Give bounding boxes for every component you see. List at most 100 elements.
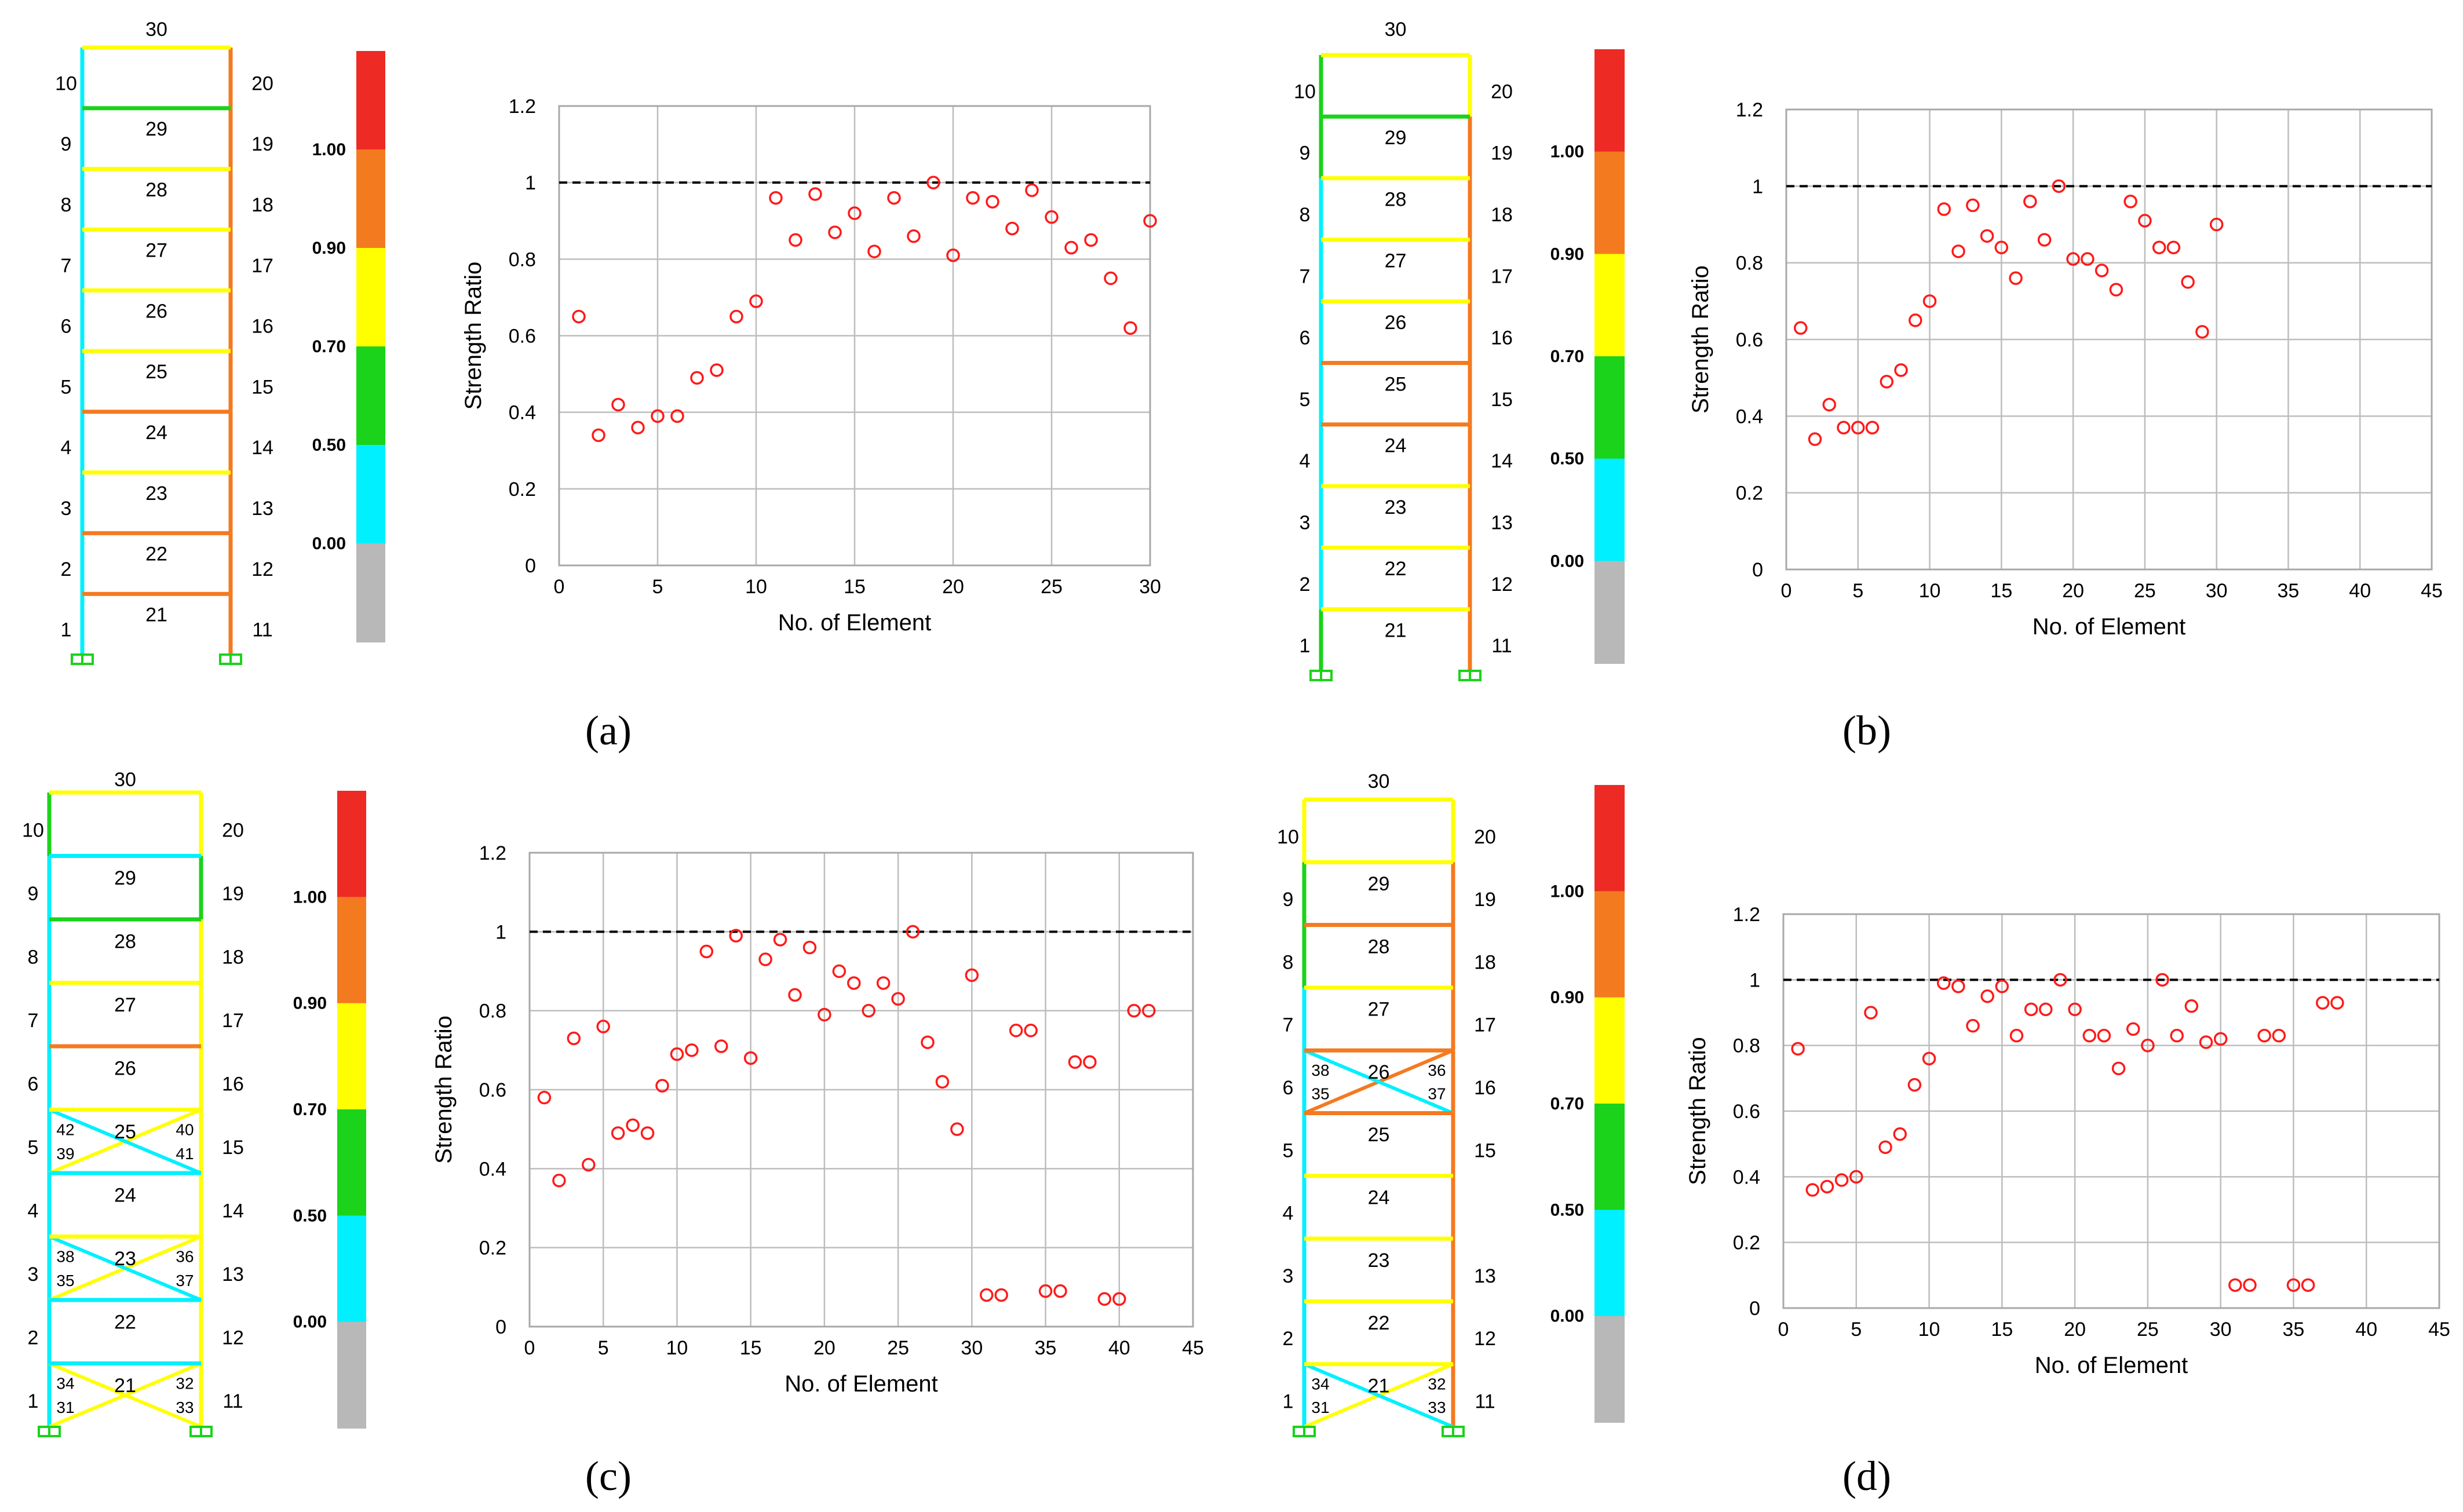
- x-tick-label: 30: [2210, 1319, 2232, 1341]
- legend-band-red: [1594, 785, 1625, 892]
- brace-label: 34: [1311, 1375, 1329, 1393]
- column-label-right: 18: [222, 947, 244, 969]
- panel-label-d: (d): [1842, 1453, 1891, 1499]
- data-point: [1143, 214, 1157, 228]
- brace-label: 33: [1428, 1398, 1446, 1416]
- beam-label: 21: [1385, 620, 1407, 642]
- column-label-left: 10: [1294, 81, 1316, 103]
- column-label-right: 15: [1491, 389, 1513, 411]
- column-label-left: 2: [61, 558, 72, 580]
- x-tick-label: 35: [2278, 580, 2300, 602]
- data-point: [2097, 1028, 2111, 1043]
- legend-band-cyan: [337, 1215, 366, 1323]
- data-point: [2243, 1278, 2257, 1292]
- y-tick-label: 0.2: [479, 1237, 506, 1259]
- column-label-left: 8: [61, 194, 72, 216]
- y-tick-label: 1: [1749, 969, 1760, 991]
- x-tick-label: 5: [598, 1337, 609, 1359]
- column-label-left: 4: [1300, 450, 1311, 472]
- beam-label: 24: [114, 1184, 136, 1206]
- data-point: [906, 925, 920, 939]
- column-label-right: 16: [222, 1073, 244, 1095]
- x-tick-label: 0: [1781, 580, 1792, 602]
- brace-label: 41: [176, 1145, 194, 1163]
- x-tick-label: 20: [2062, 580, 2084, 602]
- data-point: [2126, 1022, 2140, 1036]
- x-tick-label: 45: [2428, 1319, 2450, 1341]
- scatter-chart-d: 0 5 10 15 20 25 30 35 40 45 0 0.2 0.4 0.6 0.8 1 1.2 No. o…: [1685, 904, 2450, 1378]
- support-right-icon: [1442, 1426, 1465, 1437]
- data-point: [1849, 1170, 1863, 1184]
- x-tick-label: 25: [887, 1337, 909, 1359]
- column-label-left: 3: [1300, 512, 1311, 534]
- legend-band-cyan: [356, 445, 385, 544]
- y-tick-label: 0.6: [479, 1079, 506, 1101]
- brace-label: 33: [176, 1398, 194, 1416]
- data-point: [1937, 202, 1951, 216]
- column-label-left: 5: [1283, 1140, 1294, 1162]
- x-tick-label: 25: [1041, 576, 1063, 598]
- data-point: [950, 1122, 964, 1136]
- data-point: [1909, 313, 1922, 327]
- y-axis-title: Strength Ratio: [1685, 1037, 1710, 1185]
- data-point: [921, 1035, 935, 1049]
- y-tick-label: 1: [1752, 176, 1763, 198]
- support-left-icon: [71, 653, 94, 665]
- column-label-right: 13: [251, 498, 273, 520]
- data-point: [773, 933, 787, 947]
- y-axis-title: Strength Ratio: [461, 262, 486, 410]
- data-point: [876, 976, 891, 990]
- data-point: [592, 428, 605, 443]
- data-point: [743, 1051, 758, 1065]
- brace-diagonal: [1303, 1049, 1454, 1115]
- x-tick-label: 20: [813, 1337, 835, 1359]
- data-point: [2257, 1028, 2271, 1043]
- data-point: [670, 409, 684, 423]
- y-tick-label: 0.4: [1736, 406, 1763, 428]
- support-left-icon: [1293, 1426, 1316, 1437]
- column-label-right: 11: [222, 1390, 243, 1412]
- legend-tick-label: 0.90: [293, 994, 327, 1013]
- beam-label: 22: [145, 543, 167, 565]
- data-point: [887, 191, 901, 205]
- legend-band-yellow: [356, 248, 385, 347]
- beam-label: 21: [145, 604, 167, 626]
- data-point: [1820, 1179, 1834, 1194]
- data-point: [2111, 1061, 2126, 1076]
- beam-label: 22: [114, 1311, 136, 1333]
- data-point: [2195, 325, 2209, 339]
- column-label-right: 18: [1474, 951, 1496, 973]
- data-point: [699, 944, 714, 959]
- data-point: [670, 1047, 684, 1061]
- data-point: [1995, 979, 2009, 994]
- y-tick-label: 0.8: [479, 1000, 506, 1022]
- column-label-left: 7: [1300, 265, 1311, 287]
- x-tick-label: 35: [2283, 1319, 2305, 1341]
- data-point: [1045, 210, 1059, 224]
- x-tick-label: 45: [1182, 1337, 1204, 1359]
- x-tick-label: 40: [2355, 1319, 2377, 1341]
- data-point: [994, 1288, 1008, 1302]
- column-label-right: 18: [251, 194, 273, 216]
- color-legend-b: 1.00 0.90 0.70 0.50 0.00: [1550, 49, 1625, 664]
- data-point: [690, 371, 704, 385]
- data-point: [582, 1157, 596, 1172]
- color-legend-c: 1.00 0.90 0.70 0.50 0.00: [293, 791, 366, 1429]
- legend-tick-label: 1.00: [1550, 882, 1584, 901]
- panel-label-c: (c): [585, 1453, 632, 1499]
- data-point: [1005, 221, 1019, 236]
- data-point: [1951, 244, 1965, 258]
- data-point: [2166, 240, 2181, 254]
- data-point: [986, 195, 999, 209]
- column-label-left: 2: [1283, 1328, 1294, 1350]
- legend-band-gray: [337, 1321, 366, 1429]
- x-tick-label: 15: [844, 576, 866, 598]
- brace-label: 36: [1428, 1061, 1446, 1079]
- column-label-left: 9: [28, 883, 39, 905]
- legend-tick-label: 0.00: [1550, 552, 1584, 571]
- legend-band-red: [337, 791, 366, 898]
- data-point: [1104, 271, 1118, 286]
- brace-diagonal: [48, 1235, 202, 1302]
